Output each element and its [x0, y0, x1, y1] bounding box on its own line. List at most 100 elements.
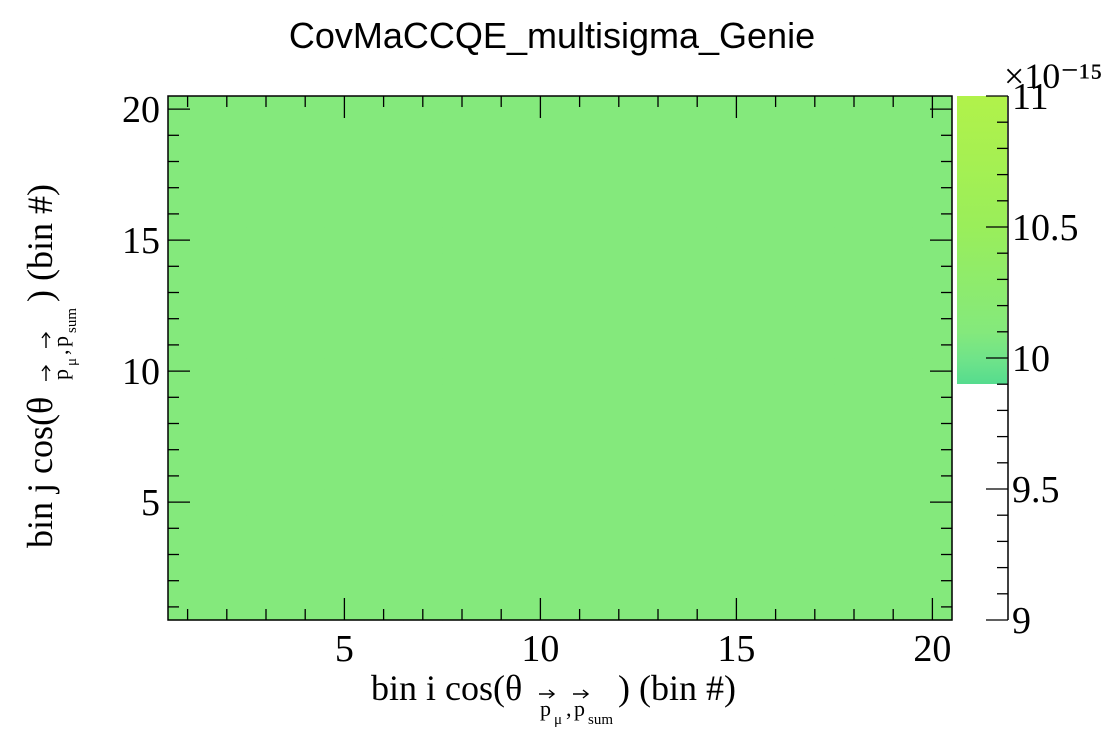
heatmap-cell	[442, 436, 483, 464]
heatmap-cell	[324, 227, 365, 254]
heatmap-cell	[403, 358, 443, 385]
heatmap-cell	[560, 174, 600, 202]
heatmap-cell	[520, 279, 561, 307]
heatmap-cell	[207, 436, 247, 464]
heatmap-cell	[520, 489, 561, 516]
heatmap-cell	[246, 410, 287, 438]
palette-tick-label: 10.5	[1012, 207, 1079, 249]
heatmap-cell	[560, 462, 600, 490]
heatmap-cell	[324, 515, 365, 542]
heatmap-cell	[442, 358, 483, 385]
heatmap-cell	[481, 122, 522, 149]
heatmap-cell	[285, 122, 326, 149]
heatmap-cell	[324, 305, 365, 333]
y-sub-p2: p	[48, 336, 73, 347]
heatmap-cell	[756, 436, 796, 464]
heatmap-cell	[795, 541, 835, 569]
heatmap-cell	[246, 462, 287, 490]
heatmap-cell	[834, 253, 875, 280]
heatmap-cell	[560, 567, 600, 595]
heatmap-cell	[638, 410, 679, 438]
heatmap-cell	[520, 305, 561, 333]
heatmap-cell	[364, 515, 404, 542]
heatmap-cell	[795, 305, 835, 333]
heatmap-cell	[285, 279, 326, 307]
heatmap-cell	[756, 174, 796, 202]
heatmap-cell	[756, 305, 796, 333]
heatmap-cell	[403, 148, 443, 176]
heatmap-cell	[207, 489, 247, 516]
heatmap-cell	[638, 358, 679, 385]
heatmap-cell	[599, 489, 639, 516]
heatmap-cell	[638, 567, 679, 595]
heatmap-cell	[207, 541, 247, 569]
x-axis-label-prefix: bin i cos(θ	[371, 668, 522, 708]
heatmap-cell	[481, 148, 522, 176]
heatmap-cell	[285, 384, 326, 411]
heatmap-cell	[520, 541, 561, 569]
heatmap-cell	[207, 227, 247, 254]
heatmap-cell	[442, 174, 483, 202]
heatmap-cell	[677, 567, 718, 595]
heatmap-cell	[246, 122, 287, 149]
heatmap-cell	[560, 489, 600, 516]
heatmap-cell	[638, 331, 679, 359]
heatmap-cell	[873, 305, 914, 333]
heatmap-cell	[324, 200, 365, 228]
y-axis-label-prefix: bin j cos(θ	[20, 397, 60, 548]
heatmap-cell	[834, 489, 875, 516]
x-sub-comma: ,	[566, 696, 572, 721]
y-sub-mu: μ	[64, 358, 80, 366]
heatmap-cell	[481, 305, 522, 333]
x-vector-arrow-2	[573, 689, 590, 699]
heatmap-cell	[324, 384, 365, 411]
heatmap-cell	[795, 436, 835, 464]
heatmap-cell	[834, 331, 875, 359]
heatmap-cell	[716, 148, 757, 176]
heatmap-cell	[403, 384, 443, 411]
heatmap-cell	[520, 410, 561, 438]
svg-text:) (bin #): ) (bin #)	[618, 668, 736, 708]
heatmap-cell	[364, 253, 404, 280]
heatmap-cell	[442, 148, 483, 176]
heatmap-cell	[638, 253, 679, 280]
heatmap-cell	[795, 122, 835, 149]
svg-text:bin j cos(θ: bin j cos(θ	[20, 397, 60, 548]
heatmap-cell	[560, 200, 600, 228]
heatmap-cell	[756, 489, 796, 516]
x-sub-p1: p	[540, 696, 551, 721]
heatmap-cell	[834, 305, 875, 333]
palette-tick-label: 10	[1012, 338, 1050, 380]
heatmap-cell	[246, 331, 287, 359]
heatmap-cell	[834, 358, 875, 385]
heatmap-cell	[246, 515, 287, 542]
heatmap-cell	[246, 253, 287, 280]
heatmap-cell	[677, 436, 718, 464]
heatmap-cell	[795, 515, 835, 542]
heatmap-cell	[520, 174, 561, 202]
heatmap-cell	[560, 384, 600, 411]
heatmap-cell	[756, 541, 796, 569]
heatmap-cell	[520, 436, 561, 464]
heatmap-cell	[756, 410, 796, 438]
heatmap-cell	[795, 227, 835, 254]
heatmap-cell	[599, 122, 639, 149]
heatmap-cell	[599, 148, 639, 176]
heatmap-cell	[520, 227, 561, 254]
heatmap-cell	[285, 541, 326, 569]
heatmap-cell	[403, 305, 443, 333]
heatmap-cell	[207, 174, 247, 202]
heatmap-cell	[638, 489, 679, 516]
plot-frame	[167, 95, 953, 621]
heatmap-cell	[834, 200, 875, 228]
heatmap-cell	[795, 358, 835, 385]
heatmap-cell	[246, 489, 287, 516]
heatmap-cell	[442, 122, 483, 149]
heatmap-cell	[207, 384, 247, 411]
x-tick-label: 10	[521, 628, 559, 670]
heatmap-cell	[677, 227, 718, 254]
heatmap-cell	[795, 410, 835, 438]
heatmap-cell	[795, 384, 835, 411]
x-sub-sum: sum	[588, 712, 613, 728]
y-sub-sum: sum	[64, 308, 80, 333]
